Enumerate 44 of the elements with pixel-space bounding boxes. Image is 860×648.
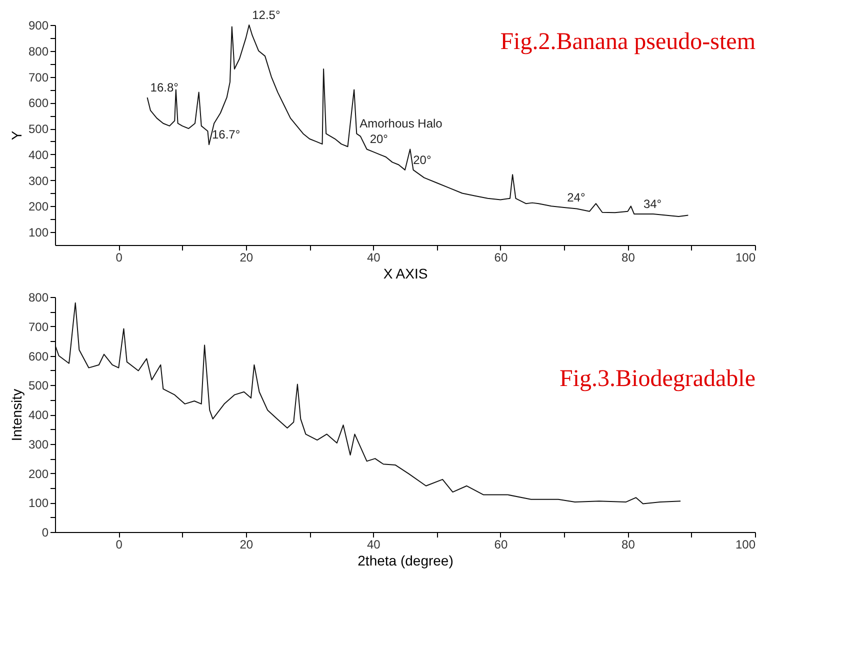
annotation: 20°: [370, 132, 388, 146]
x-tick-label: 40: [367, 250, 381, 264]
annotation: Amorhous Halo: [360, 116, 443, 131]
y-tick-label: 200: [28, 200, 49, 214]
y-tick-label: 200: [28, 466, 49, 481]
x-tick-label: 40: [367, 538, 381, 552]
y-tick-label: 700: [28, 320, 49, 334]
x-tick-label: 20: [240, 250, 254, 264]
y-tick-label: 700: [28, 70, 49, 84]
y-axis-title: Intensity: [8, 388, 24, 442]
x-tick-label: 20: [240, 538, 254, 552]
x-tick-label: 80: [622, 538, 636, 552]
y-tick-label: 500: [28, 378, 49, 393]
annotation: 12.5°: [252, 8, 280, 22]
x-axis-title: X AXIS: [383, 266, 428, 282]
y-axis-title: Y: [8, 130, 24, 140]
x-tick-label: 0: [116, 538, 123, 552]
y-tick-label: 300: [28, 437, 49, 452]
y-tick-label: 100: [28, 496, 49, 510]
y-tick-label: 800: [28, 44, 49, 58]
y-tick-label: 300: [28, 174, 49, 188]
x-axis-title: 2theta (degree): [358, 552, 454, 568]
x-tick-label: 100: [735, 538, 756, 552]
y-tick-label: 0: [42, 526, 49, 540]
y-tick-label: 100: [28, 226, 49, 240]
y-tick-label: 800: [28, 290, 49, 304]
y-tick-label: 400: [28, 148, 49, 162]
x-tick-label: 100: [735, 250, 756, 264]
annotation: 34°: [643, 196, 662, 211]
annotation: 20°: [413, 152, 432, 167]
x-tick-label: 60: [494, 538, 508, 552]
y-tick-label: 900: [28, 18, 49, 32]
annotation: 16.7°: [212, 128, 240, 142]
x-tick-label: 60: [494, 250, 508, 264]
y-tick-label: 400: [28, 408, 49, 422]
y-tick-label: 600: [28, 96, 49, 110]
annotation: 16.8°: [150, 80, 179, 94]
annotation: 24°: [567, 190, 586, 204]
x-tick-label: 0: [116, 250, 123, 264]
y-tick-label: 600: [28, 349, 49, 364]
text: Fig.3.Biodegradable: [560, 366, 756, 392]
chart-title: Fig.2.Banana pseudo-stem: [500, 29, 756, 55]
y-tick-label: 500: [28, 122, 49, 136]
x-tick-label: 80: [622, 250, 636, 264]
